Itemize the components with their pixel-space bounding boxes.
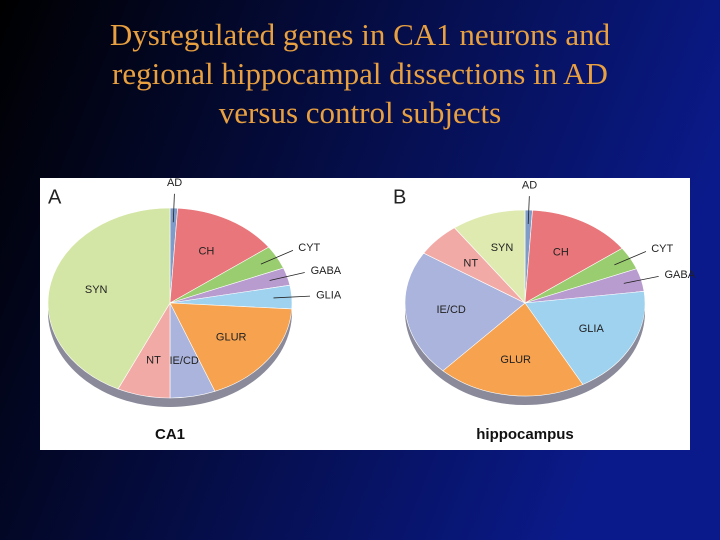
slice-label: GABA [664, 269, 695, 281]
slice-label: CYT [298, 242, 320, 254]
slice-label: SYN [491, 242, 514, 254]
slice-label: AD [167, 177, 182, 189]
pie-slice [169, 302, 293, 392]
leader-line [260, 250, 294, 265]
leader-line [172, 193, 175, 223]
leader-line [614, 251, 647, 266]
pie-slice [404, 252, 526, 372]
pie-slice [524, 291, 646, 385]
slice-label: SYN [85, 284, 108, 296]
slice-label: AD [522, 179, 537, 191]
slice-label: CH [553, 246, 569, 258]
slice-label: IE/CD [170, 355, 199, 367]
chart-title: CA1 [155, 426, 185, 443]
pie-slice [47, 207, 171, 390]
slice-label: CYT [651, 243, 673, 255]
pie-slice [169, 207, 270, 304]
panel-label: B [393, 186, 406, 208]
slice-label: IE/CD [437, 304, 466, 316]
slice-label: GLIA [579, 323, 605, 335]
leader-line [269, 272, 305, 281]
leader-line [623, 276, 659, 284]
slice-label: GLUR [500, 354, 531, 366]
slice-label: GLIA [316, 290, 342, 302]
pie-slice [524, 209, 623, 304]
slice-label: NT [146, 354, 161, 366]
slice-label: GABA [311, 265, 342, 277]
panel-label: A [48, 186, 62, 208]
pie-slice [442, 302, 584, 397]
leader-line [273, 295, 311, 299]
pie-slice [453, 209, 526, 304]
slice-label: CH [198, 245, 214, 257]
chart-title: hippocampus [476, 426, 574, 443]
slide-title: Dysregulated genes in CA1 neurons and reg… [110, 17, 611, 130]
slice-label: GLUR [216, 332, 247, 344]
slice-label: NT [463, 257, 478, 269]
leader-line [527, 196, 530, 225]
